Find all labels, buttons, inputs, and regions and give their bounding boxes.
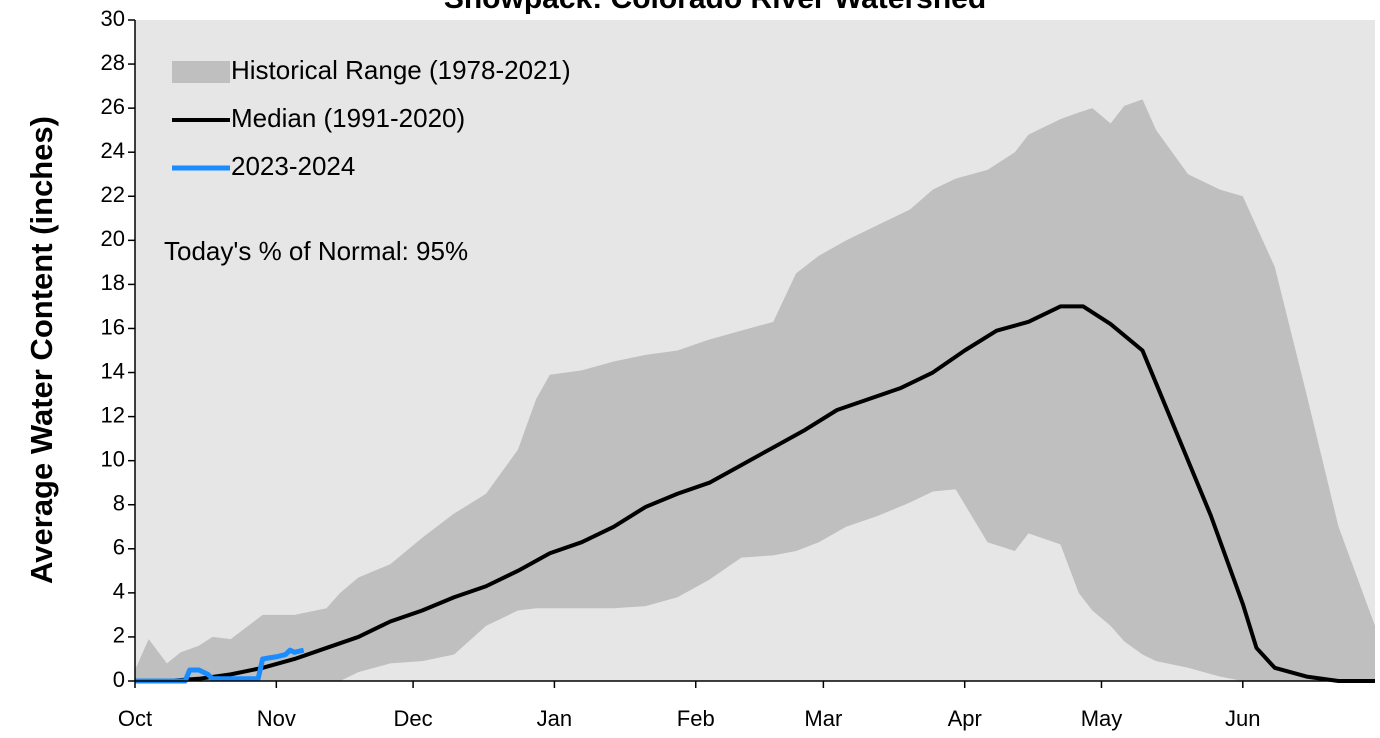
y-tick-label: 2 — [113, 623, 125, 648]
series-line — [135, 304, 1375, 683]
series-line — [135, 647, 305, 684]
y-tick-label: 30 — [101, 6, 125, 31]
legend-swatch — [172, 61, 230, 83]
y-tick-label: 0 — [113, 667, 125, 692]
y-tick-label: 26 — [101, 94, 125, 119]
annotation: Today's % of Normal: 95% — [164, 236, 468, 266]
y-tick-label: 6 — [113, 535, 125, 560]
y-tick-label: 10 — [101, 446, 125, 471]
x-tick-label: Jan — [537, 706, 572, 731]
x-tick-label: Feb — [677, 706, 715, 731]
y-tick-label: 20 — [101, 226, 125, 251]
chart-title: Snowpack: Colorado River Watershed — [444, 0, 986, 15]
legend-label: 2023-2024 — [231, 151, 355, 181]
marks — [135, 99, 1375, 684]
y-tick-label: 8 — [113, 491, 125, 516]
y-tick-label: 14 — [101, 358, 125, 383]
x-tick-label: Apr — [948, 706, 982, 731]
y-tick-label: 4 — [113, 579, 125, 604]
y-axis-label: Average Water Content (inches) — [24, 116, 59, 584]
x-tick-label: Oct — [118, 706, 152, 731]
legend-label: Median (1991-2020) — [231, 103, 465, 133]
x-tick-label: Mar — [804, 706, 842, 731]
x-tick-label: May — [1081, 706, 1123, 731]
y-tick-label: 18 — [101, 270, 125, 295]
legend-label: Historical Range (1978-2021) — [231, 55, 571, 85]
x-tick-label: Dec — [394, 706, 433, 731]
x-tick-label: Nov — [257, 706, 296, 731]
y-tick-label: 24 — [101, 138, 125, 163]
range-band — [135, 99, 1375, 681]
y-tick-label: 12 — [101, 402, 125, 427]
y-tick-label: 28 — [101, 50, 125, 75]
y-tick-label: 22 — [101, 182, 125, 207]
y-tick-label: 16 — [101, 314, 125, 339]
x-tick-label: Jun — [1225, 706, 1260, 731]
